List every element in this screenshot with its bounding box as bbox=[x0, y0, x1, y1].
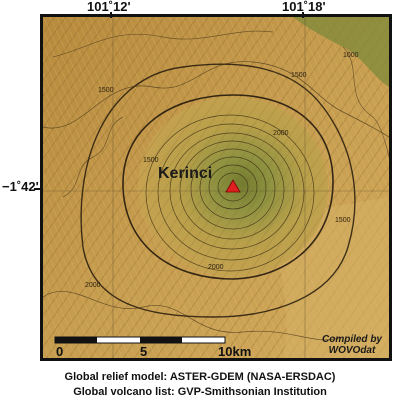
contour-label: 1500 bbox=[98, 87, 114, 94]
contour-label-group: 1500 1500 1500 2000 2000 2000 1500 1000 bbox=[85, 52, 359, 289]
volcano-marker-icon bbox=[225, 179, 241, 193]
grid-lines bbox=[43, 17, 389, 358]
contour-lines bbox=[145, 114, 315, 272]
latitude-label: −1˚42' bbox=[2, 179, 39, 194]
volcano-name-label: Kerinci bbox=[158, 165, 213, 182]
contour-label: 1500 bbox=[143, 157, 159, 164]
map-panel[interactable]: 1500 1500 1500 2000 2000 2000 1500 1000 bbox=[40, 14, 392, 361]
map-credit: Compiled by WOVOdat bbox=[322, 334, 382, 356]
latitude-tick bbox=[34, 188, 40, 190]
contour-label: 1500 bbox=[291, 72, 307, 79]
contour-label: 1000 bbox=[343, 52, 359, 59]
caption-relief-source: Global relief model: ASTER-GDEM (NASA-ER… bbox=[64, 371, 336, 383]
longitude-tick bbox=[302, 12, 304, 18]
credit-line-2: WOVOdat bbox=[328, 345, 376, 356]
scale-bar bbox=[54, 336, 226, 344]
credit-line-1: Compiled by bbox=[321, 334, 382, 345]
longitude-label-east: 101˚18' bbox=[282, 0, 326, 14]
contour-label: 2000 bbox=[208, 264, 224, 271]
scale-label-mid: 5 bbox=[140, 344, 148, 359]
contour-label: 1500 bbox=[335, 217, 351, 224]
longitude-tick bbox=[110, 12, 112, 18]
caption-volcano-source: Global volcano list: GVP-Smithsonian Ins… bbox=[73, 386, 327, 398]
scale-label-zero: 0 bbox=[56, 344, 64, 359]
terrain-map: 1500 1500 1500 2000 2000 2000 1500 1000 bbox=[43, 17, 389, 358]
longitude-label-west: 101˚12' bbox=[87, 0, 131, 14]
scale-label-end: 10km bbox=[218, 344, 252, 359]
contour-label: 2000 bbox=[273, 130, 289, 137]
contour-label: 2000 bbox=[85, 282, 101, 289]
